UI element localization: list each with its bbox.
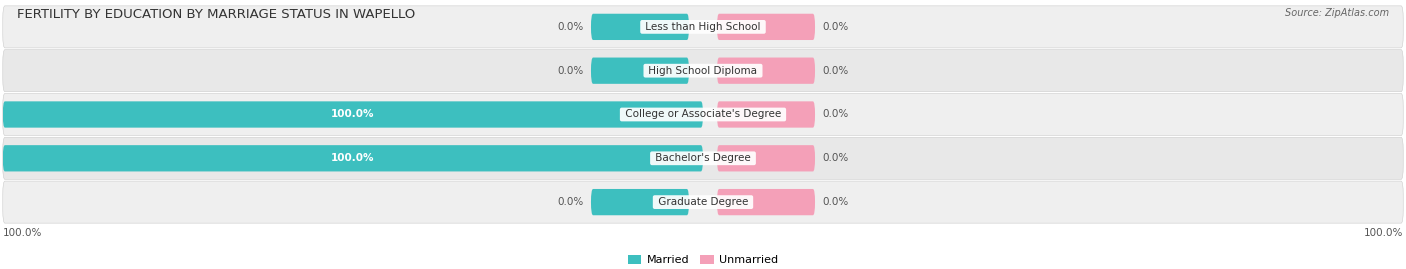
- Text: 0.0%: 0.0%: [823, 197, 848, 207]
- Text: 0.0%: 0.0%: [823, 66, 848, 76]
- FancyBboxPatch shape: [591, 189, 689, 215]
- FancyBboxPatch shape: [717, 189, 815, 215]
- FancyBboxPatch shape: [591, 58, 689, 84]
- Text: College or Associate's Degree: College or Associate's Degree: [621, 109, 785, 119]
- Text: FERTILITY BY EDUCATION BY MARRIAGE STATUS IN WAPELLO: FERTILITY BY EDUCATION BY MARRIAGE STATU…: [17, 8, 415, 21]
- FancyBboxPatch shape: [717, 58, 815, 84]
- FancyBboxPatch shape: [3, 50, 1403, 92]
- Text: 100.0%: 100.0%: [332, 109, 374, 119]
- FancyBboxPatch shape: [3, 101, 703, 128]
- Text: Less than High School: Less than High School: [643, 22, 763, 32]
- Text: 100.0%: 100.0%: [1364, 228, 1403, 238]
- FancyBboxPatch shape: [3, 93, 1403, 136]
- Text: 0.0%: 0.0%: [558, 66, 583, 76]
- Text: 100.0%: 100.0%: [332, 153, 374, 163]
- Text: 0.0%: 0.0%: [558, 197, 583, 207]
- FancyBboxPatch shape: [3, 137, 1403, 179]
- Text: 0.0%: 0.0%: [823, 153, 848, 163]
- FancyBboxPatch shape: [3, 145, 703, 171]
- FancyBboxPatch shape: [3, 181, 1403, 223]
- FancyBboxPatch shape: [3, 6, 1403, 48]
- FancyBboxPatch shape: [717, 145, 815, 171]
- Text: High School Diploma: High School Diploma: [645, 66, 761, 76]
- Text: Graduate Degree: Graduate Degree: [655, 197, 751, 207]
- Text: 0.0%: 0.0%: [823, 109, 848, 119]
- FancyBboxPatch shape: [717, 14, 815, 40]
- Text: 0.0%: 0.0%: [558, 22, 583, 32]
- Text: Bachelor's Degree: Bachelor's Degree: [652, 153, 754, 163]
- Text: Source: ZipAtlas.com: Source: ZipAtlas.com: [1285, 8, 1389, 18]
- FancyBboxPatch shape: [591, 14, 689, 40]
- Legend: Married, Unmarried: Married, Unmarried: [623, 251, 783, 269]
- Text: 0.0%: 0.0%: [823, 22, 848, 32]
- FancyBboxPatch shape: [717, 101, 815, 128]
- Text: 100.0%: 100.0%: [3, 228, 42, 238]
